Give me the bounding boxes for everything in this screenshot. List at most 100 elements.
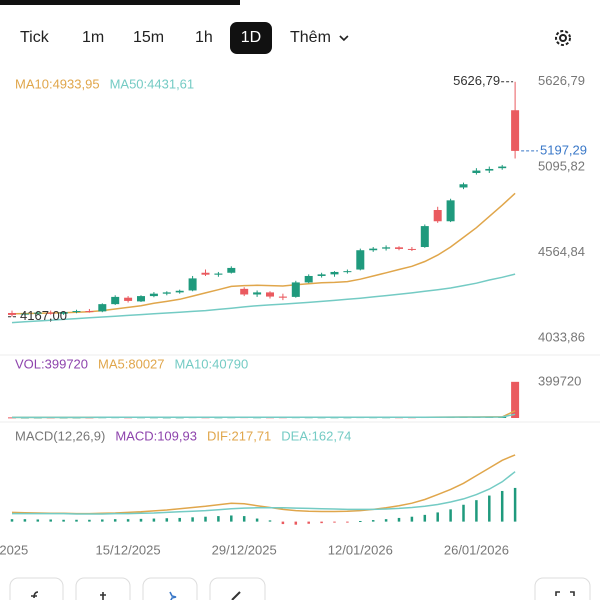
histogram-bar <box>423 514 427 522</box>
candle-body <box>433 210 442 222</box>
tab[interactable]: 15m <box>133 29 164 46</box>
histogram-bar <box>436 512 439 522</box>
legend-entry: MA5:80027 <box>98 356 165 371</box>
y-tick-label: 5095,82 <box>538 159 585 174</box>
last-price: 5197,29 <box>540 142 587 157</box>
candle-body <box>85 311 94 313</box>
histogram-bar <box>333 521 336 523</box>
candle-body <box>343 271 352 273</box>
candle-body <box>149 293 158 297</box>
ma-line <box>11 273 516 324</box>
histogram-bar <box>113 519 117 522</box>
histogram-bar <box>346 521 349 523</box>
dropdown-chevron <box>339 35 349 42</box>
histogram-bar <box>75 519 78 522</box>
legend-entry: MACD(12,26,9) <box>15 428 105 443</box>
histogram-bar <box>359 521 362 522</box>
x-tick-label: 29/12/2025 <box>212 542 277 557</box>
histogram-bar <box>165 518 169 522</box>
histogram-bar <box>320 521 323 524</box>
histogram-bar <box>462 504 465 522</box>
histogram-bar <box>36 519 40 522</box>
high-label: 5626,79 <box>453 73 500 88</box>
histogram-bar <box>410 516 414 522</box>
candle-body <box>8 312 16 315</box>
candle-body <box>137 296 145 302</box>
y-tick-label: 5626,79 <box>538 73 585 88</box>
histogram-bar <box>10 519 14 522</box>
tab[interactable]: 1h <box>195 29 213 46</box>
icon <box>555 591 575 596</box>
histogram-bar <box>449 509 452 522</box>
histogram-bar <box>384 519 388 522</box>
ma-line <box>11 192 516 315</box>
histogram-bar <box>475 500 478 522</box>
indicator-line <box>12 410 516 419</box>
tab[interactable]: 1m <box>82 29 104 46</box>
histogram-bar <box>242 516 246 522</box>
icon <box>231 591 241 600</box>
candle-body <box>459 184 468 188</box>
icon <box>169 591 177 600</box>
tab-active-bg <box>230 22 272 54</box>
indicator-line <box>12 471 516 515</box>
x-tick-label: 12/01/2026 <box>328 542 393 557</box>
histogram-bar <box>230 515 233 522</box>
histogram-bar <box>488 495 491 522</box>
tab[interactable]: Tick <box>20 29 50 46</box>
histogram-bar <box>294 521 298 525</box>
gear-inner <box>559 34 567 42</box>
histogram-bar <box>371 520 375 522</box>
candle-body <box>472 170 481 173</box>
histogram-bar <box>62 519 65 522</box>
legend-entry: MACD:109,93 <box>115 428 197 443</box>
histogram-bar <box>217 516 220 522</box>
candle-body <box>317 274 326 276</box>
histogram-bar <box>49 519 52 522</box>
histogram-bar <box>500 490 504 522</box>
candle-body <box>59 312 68 314</box>
x-tick-label: 26/01/2026 <box>444 542 509 557</box>
action-button[interactable] <box>142 577 198 600</box>
candle-body <box>111 296 120 305</box>
candle-body <box>33 312 42 314</box>
histogram-bar <box>191 517 194 522</box>
tab[interactable]: 1D <box>241 29 261 46</box>
candle-body <box>395 247 403 249</box>
histogram-bar <box>255 518 259 522</box>
action-button[interactable] <box>534 577 591 600</box>
candle-body <box>227 267 236 273</box>
histogram-bar <box>101 519 104 522</box>
action-button[interactable] <box>209 577 266 600</box>
indicator-line <box>12 413 516 419</box>
gear-outer <box>555 30 571 46</box>
legend-entry: MA10:40790 <box>175 356 249 371</box>
legend-entry: DEA:162,74 <box>281 428 351 443</box>
status-bar <box>0 0 240 5</box>
histogram-bar <box>511 381 520 418</box>
candle-body <box>175 290 184 293</box>
histogram-bar <box>397 517 401 522</box>
candle-body <box>124 297 133 301</box>
histogram-bar <box>152 518 156 522</box>
action-button[interactable] <box>9 577 64 600</box>
candle-body <box>214 273 223 275</box>
candle-body <box>291 282 300 297</box>
candle-body <box>369 248 378 251</box>
tab[interactable]: Thêm <box>290 29 331 46</box>
histogram-bar <box>126 519 130 522</box>
plot-area: MA10:4933,95 MA50:4431,61 5626,79 5095,82 45… <box>0 73 587 557</box>
candle-body <box>266 292 274 297</box>
bottom-actions <box>9 577 591 600</box>
histogram-bar <box>178 517 181 522</box>
candle-body <box>420 226 429 248</box>
candle-body <box>446 200 455 222</box>
action-button[interactable] <box>75 577 131 600</box>
x-tick-label: 15/12/2025 <box>96 542 161 557</box>
candle-body <box>278 296 287 298</box>
histogram-bar <box>139 518 143 522</box>
candle-body <box>162 292 171 294</box>
icon <box>31 591 39 599</box>
settings-button[interactable] <box>555 30 571 46</box>
